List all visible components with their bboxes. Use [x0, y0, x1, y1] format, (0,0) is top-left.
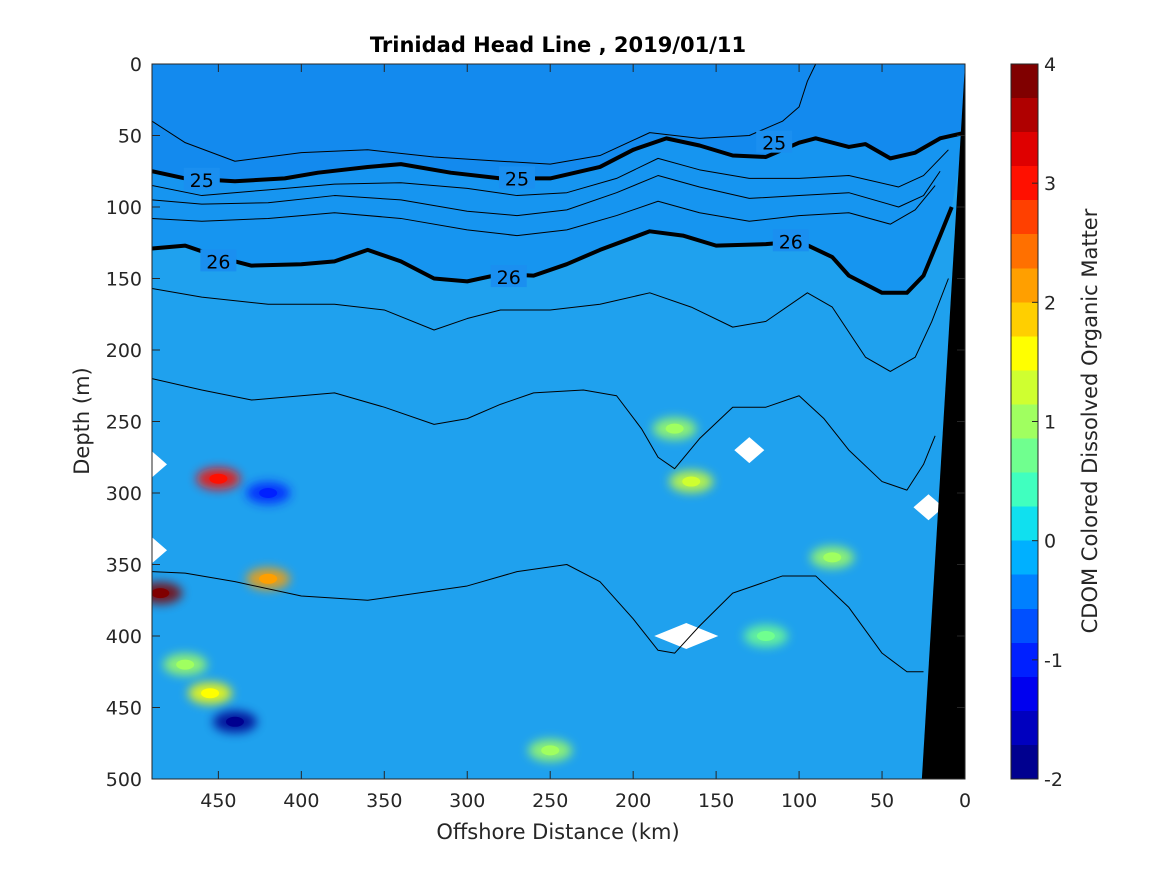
- contour-label-bg: [772, 229, 809, 252]
- contour-line-3: [152, 170, 941, 217]
- colorbar-label: CDOM Colored Dissolved Organic Matter: [1078, 208, 1102, 633]
- contour-line-7: [152, 378, 936, 491]
- contour-label-bg: [183, 167, 220, 190]
- colorbar-tick-label: 2: [1044, 292, 1056, 314]
- colorbar-tick-label: 4: [1044, 54, 1056, 76]
- hotspot-core-10: [756, 631, 775, 641]
- hotspot-core-2: [259, 573, 278, 584]
- colorbar-ticks: 4 3 2 1 0 -1 -2: [1032, 54, 1063, 791]
- contour-line-4: [152, 185, 936, 237]
- colorbar: 4 3 2 1 0 -1 -2 CDOM Colored Dissolved Organic…: [1010, 54, 1102, 791]
- colorbar-tick-label: 1: [1044, 412, 1056, 434]
- missing-data-0: [152, 451, 167, 478]
- contours: [152, 64, 965, 673]
- y-tick-label: 0: [130, 54, 142, 76]
- contour-label: 25: [190, 170, 214, 192]
- hotspot-core-6: [225, 716, 244, 727]
- hotspots: [152, 417, 855, 762]
- hotspot-core-1: [209, 473, 228, 484]
- x-tick-label: 50: [870, 790, 894, 812]
- contour-line-2: [152, 149, 949, 197]
- y-tick-label: 50: [118, 126, 142, 148]
- missing-data-3: [654, 623, 719, 649]
- missing-data: [152, 437, 944, 649]
- contour-label: 25: [505, 168, 529, 190]
- bathymetry: [921, 64, 965, 779]
- y-tick-label: 350: [106, 555, 142, 577]
- colorbar-tick-label: 0: [1044, 531, 1056, 553]
- plot-area: 25 25 25 26 26 26: [152, 64, 965, 779]
- x-axis-label: Offshore Distance (km): [436, 820, 679, 844]
- y-tick-label: 200: [106, 340, 142, 362]
- missing-data-4: [913, 494, 944, 521]
- hotspot-core-8: [176, 659, 195, 670]
- x-tick-label: 400: [283, 790, 319, 812]
- x-axis: 450 400 350 300 250 200 150 100 50 0: [200, 64, 971, 812]
- contour-line-5: [152, 206, 954, 295]
- missing-data-1: [152, 537, 167, 564]
- missing-data-2: [734, 437, 765, 464]
- colorbar-tick-label: -1: [1044, 650, 1063, 672]
- contour-label-bg: [756, 130, 793, 153]
- y-axis-label: Depth (m): [70, 367, 94, 474]
- hotspot-core-9: [541, 745, 560, 756]
- y-tick-label: 100: [106, 197, 142, 219]
- y-tick-label: 500: [106, 769, 142, 791]
- chart-title: Trinidad Head Line , 2019/01/11: [370, 33, 746, 57]
- x-tick-label: 200: [615, 790, 651, 812]
- x-tick-label: 150: [698, 790, 734, 812]
- colorbar-tick-label: 3: [1044, 173, 1056, 195]
- hotspot-core-4: [682, 476, 701, 487]
- y-axis: 0 50 100 150 200 250 300 350 400 450 500: [106, 54, 965, 791]
- contour-label-bg: [200, 249, 237, 272]
- y-tick-label: 250: [106, 412, 142, 434]
- contour-labels: 25 25 25 26 26 26: [183, 130, 809, 289]
- x-tick-label: 250: [532, 790, 568, 812]
- contour-label: 26: [497, 267, 521, 289]
- contour-line-0: [152, 64, 817, 165]
- contour-label: 25: [762, 133, 786, 155]
- x-tick-label: 0: [959, 790, 971, 812]
- ocean-background: [152, 64, 965, 779]
- x-tick-label: 450: [200, 790, 236, 812]
- hotspot-core-5: [665, 423, 684, 434]
- contour-label: 26: [779, 231, 803, 253]
- y-tick-label: 450: [106, 698, 142, 720]
- hotspot-core-3: [201, 688, 220, 699]
- colorbar-tick-label: -2: [1044, 769, 1063, 791]
- y-tick-label: 300: [106, 483, 142, 505]
- hotspot-core-11: [823, 552, 842, 563]
- x-tick-label: 300: [449, 790, 485, 812]
- contour-line-1: [152, 130, 965, 184]
- contour-line-6: [152, 278, 949, 372]
- x-tick-label: 100: [781, 790, 817, 812]
- x-tick-label: 350: [366, 790, 402, 812]
- y-tick-label: 150: [106, 269, 142, 291]
- hotspot-core-0: [152, 588, 170, 599]
- contour-line-8: [152, 564, 924, 673]
- y-tick-label: 400: [106, 626, 142, 648]
- contour-label-bg: [499, 166, 536, 189]
- contour-label-bg: [490, 265, 527, 288]
- contour-label: 26: [206, 251, 230, 273]
- hotspot-core-7: [259, 488, 278, 498]
